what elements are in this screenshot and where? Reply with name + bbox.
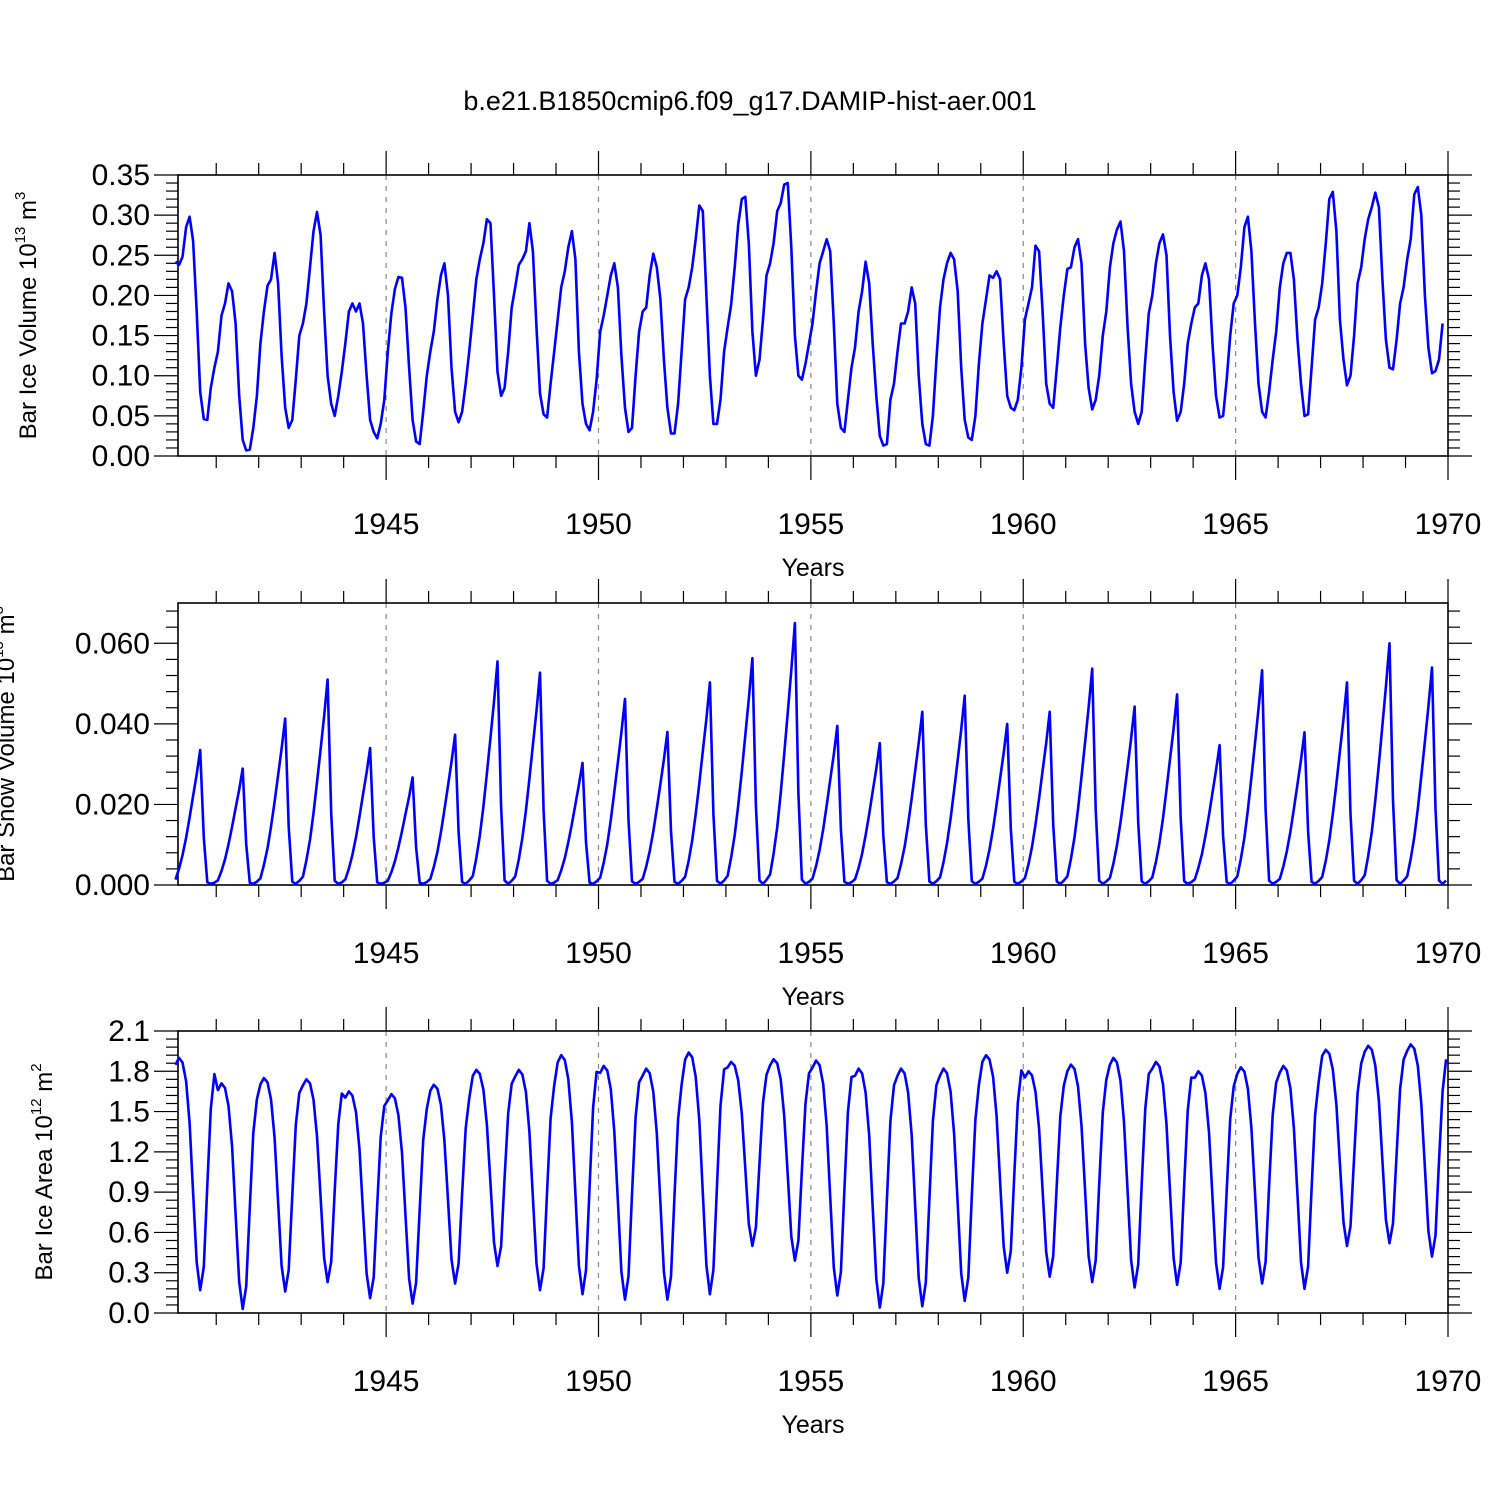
y-tick-label: 0.6 <box>108 1216 150 1249</box>
y-axis-label: Bar Ice Volume 1013 m3 <box>12 192 42 440</box>
x-tick-label: 1945 <box>353 937 420 970</box>
x-tick-label: 1965 <box>1202 937 1269 970</box>
x-tick-label: 1970 <box>1415 508 1482 541</box>
series-line <box>174 1043 1448 1311</box>
y-tick-label: 0.0 <box>108 1297 150 1330</box>
x-tick-label: 1950 <box>565 1365 632 1398</box>
x-tick-label: 1960 <box>990 937 1057 970</box>
x-tick-label: 1950 <box>565 937 632 970</box>
ice-area-panel: 0.0 0.3 0.6 0.9 1.2 1.5 1.8 2.1 1945 1950 1955 1960… <box>28 1007 1481 1439</box>
x-tick-label: 1960 <box>990 1365 1057 1398</box>
y-axis-label: Bar Ice Area 1012 m2 <box>28 1063 58 1280</box>
plot-frame <box>177 174 1449 457</box>
y-axis-label: Bar Snow Volume 1013 m3 <box>0 606 20 882</box>
y-tick-label: 0.10 <box>92 360 150 393</box>
x-tick-label: 1970 <box>1415 937 1482 970</box>
y-tick-label: 0.020 <box>75 788 150 821</box>
plot-frame <box>177 1030 1449 1314</box>
series-line <box>174 621 1447 886</box>
y-tick-label: 0.35 <box>92 159 150 192</box>
x-tick-label: 1945 <box>353 1365 420 1398</box>
y-tick-label: 1.2 <box>108 1136 150 1169</box>
x-axis-label: Years <box>781 983 844 1011</box>
y-tick-label: 0.00 <box>92 440 150 473</box>
x-axis-label: Years <box>781 1411 844 1439</box>
y-tick-label: 1.8 <box>108 1055 150 1088</box>
y-tick-label: 0.000 <box>75 869 150 902</box>
y-tick-label: 0.15 <box>92 320 150 353</box>
x-tick-label: 1960 <box>990 508 1057 541</box>
chart-title: b.e21.B1850cmip6.f09_g17.DAMIP-hist-aer.… <box>463 86 1036 116</box>
y-tick-label: 0.20 <box>92 279 150 312</box>
y-tick-label: 2.1 <box>108 1015 150 1048</box>
x-tick-label: 1955 <box>778 937 845 970</box>
x-tick-label: 1970 <box>1415 1365 1482 1398</box>
y-tick-label: 0.3 <box>108 1257 150 1290</box>
y-tick-label: 0.9 <box>108 1176 150 1209</box>
y-tick-label: 0.05 <box>92 400 150 433</box>
y-tick-label: 0.30 <box>92 199 150 232</box>
y-tick-label: 0.25 <box>92 239 150 272</box>
x-axis-label: Years <box>781 554 844 582</box>
plot-frame <box>177 602 1449 886</box>
x-tick-label: 1950 <box>565 508 632 541</box>
x-tick-label: 1945 <box>353 508 420 541</box>
x-tick-label: 1965 <box>1202 508 1269 541</box>
x-tick-label: 1965 <box>1202 1365 1269 1398</box>
snow-volume-panel: 0.000 0.020 0.040 0.060 1945 1950 1955 1960 1965… <box>0 579 1481 1011</box>
y-tick-label: 0.040 <box>75 708 150 741</box>
y-tick-label: 1.5 <box>108 1096 150 1129</box>
series-line <box>174 181 1444 452</box>
x-tick-label: 1955 <box>778 1365 845 1398</box>
y-tick-label: 0.060 <box>75 627 150 660</box>
ice-volume-panel: 0.00 0.05 0.10 0.15 0.20 0.25 0.30 0.35 1945 1950… <box>12 151 1481 582</box>
x-tick-label: 1955 <box>778 508 845 541</box>
